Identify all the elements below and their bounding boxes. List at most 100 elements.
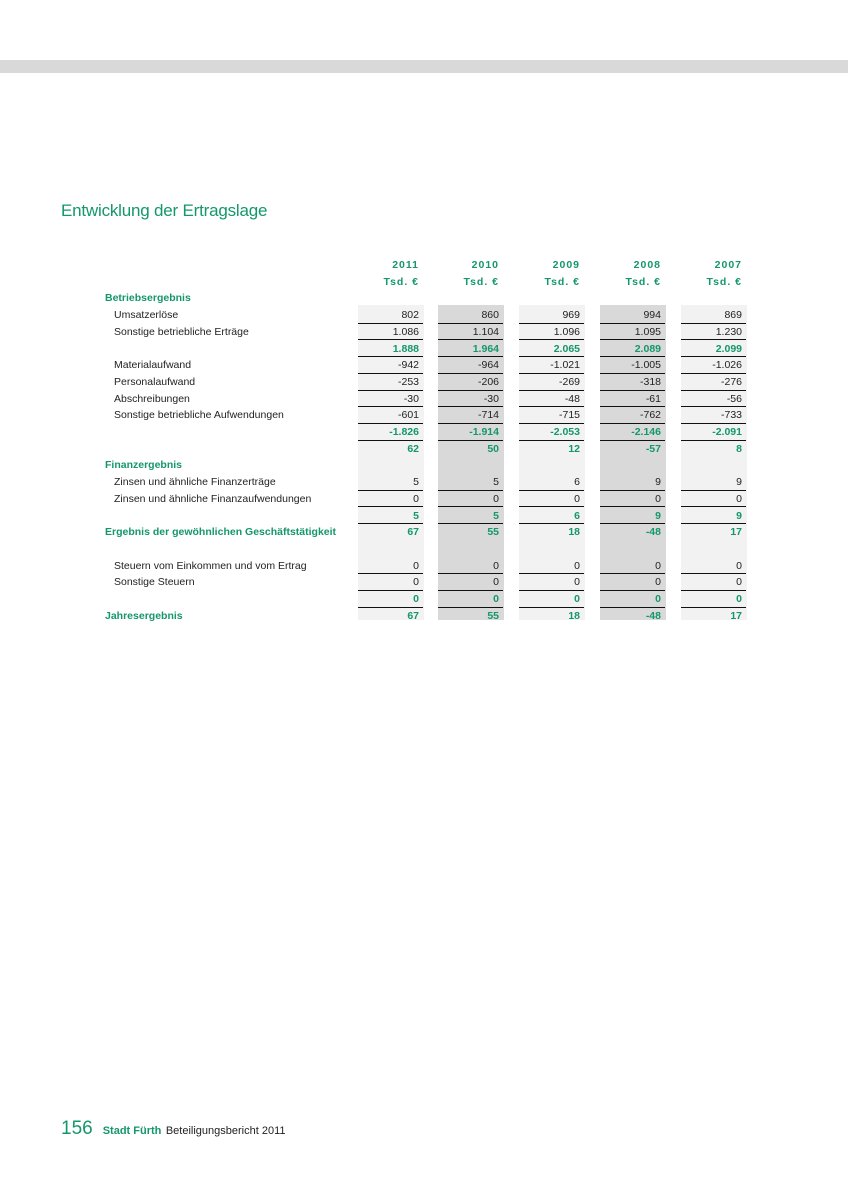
table-row: Finanzergebnis: [0, 457, 848, 474]
value-cell: 9: [600, 508, 665, 525]
value-cell: 1.230: [681, 324, 746, 341]
section-heading: Betriebsergebnis: [105, 292, 191, 305]
value-cell: 12: [568, 442, 580, 455]
value-cell: 0: [519, 491, 584, 508]
year-header: 2009: [552, 259, 580, 271]
value-cell: 0: [438, 574, 503, 591]
column-background: [438, 305, 504, 620]
value-cell: -2.091: [681, 424, 746, 441]
value-cell: -1.914: [438, 424, 503, 441]
value-cell: -2.146: [600, 424, 665, 441]
row-label: Ergebnis der gewöhnlichen Geschäftstätig…: [105, 526, 337, 539]
page-title: Entwicklung der Ertragslage: [61, 201, 268, 220]
value-cell: 869: [681, 307, 746, 324]
row-label: Sonstige betriebliche Aufwendungen: [114, 409, 284, 422]
value-cell: 860: [438, 307, 503, 324]
value-cell: -1.026: [681, 357, 746, 374]
row-label: Materialaufwand: [114, 359, 192, 372]
value-cell: 8: [736, 442, 742, 455]
footer-brand: Stadt Fürth: [102, 1125, 162, 1137]
value-cell: 5: [438, 508, 503, 525]
row-label: Abschreibungen: [114, 392, 190, 405]
unit-header: Tsd. €: [383, 275, 419, 288]
year-header: 2010: [471, 259, 499, 271]
value-cell: -715: [519, 407, 584, 424]
value-cell: 9: [681, 508, 746, 525]
value-cell: 0: [358, 558, 423, 575]
table-row: -1.826 -1.914 -2.053 -2.146 -2.091: [0, 424, 848, 441]
value-cell: 0: [519, 574, 584, 591]
table-row: 2011 2010 2009 2008 2007: [0, 257, 848, 274]
value-cell: -318: [600, 374, 665, 391]
unit-header: Tsd. €: [625, 275, 661, 288]
value-cell: 969: [519, 307, 584, 324]
value-cell: 2.099: [681, 341, 746, 358]
top-bar: [0, 60, 848, 73]
value-cell: 55: [487, 526, 499, 539]
table-row: Personalaufwand -253 -206 -269 -318 -276: [0, 374, 848, 391]
table-row: Ergebnis der gewöhnlichen Geschäftstätig…: [0, 524, 848, 541]
value-cell: 0: [438, 491, 503, 508]
unit-header: Tsd. €: [544, 275, 580, 288]
value-cell: 0: [519, 591, 584, 608]
row-label: Umsatzerlöse: [114, 309, 179, 322]
table-row: Abschreibungen -30 -30 -48 -61 -56: [0, 391, 848, 408]
value-cell: -56: [681, 391, 746, 408]
year-header: 2011: [392, 259, 419, 271]
row-label: Steuern vom Einkommen und vom Ertrag: [114, 559, 307, 572]
row-label: Zinsen und ähnliche Finanzaufwendungen: [114, 492, 312, 505]
value-cell: 0: [681, 558, 746, 575]
table-row: Zinsen und ähnliche Finanzaufwendungen 0 0…: [0, 491, 848, 508]
value-cell: -253: [358, 374, 423, 391]
table-row: Sonstige Steuern 0 0 0 0 0: [0, 574, 848, 591]
value-cell: -714: [438, 407, 503, 424]
value-cell: 18: [568, 609, 580, 622]
value-cell: 5: [358, 474, 423, 491]
table-row: Umsatzerlöse 802 860 969 994 869: [0, 307, 848, 324]
value-cell: 0: [600, 491, 665, 508]
page-number: 156: [61, 1118, 93, 1139]
value-cell: 0: [681, 574, 746, 591]
value-cell: -964: [438, 357, 503, 374]
row-label: Sonstige Steuern: [114, 576, 195, 589]
year-header: 2008: [633, 259, 661, 271]
value-cell: 5: [358, 508, 423, 525]
row-label: Zinsen und ähnliche Finanzerträge: [114, 476, 276, 489]
value-cell: 0: [600, 574, 665, 591]
row-label: Sonstige betriebliche Erträge: [114, 325, 249, 338]
column-background: [358, 305, 424, 620]
column-background: [519, 305, 585, 620]
value-cell: 0: [358, 491, 423, 508]
value-cell: 994: [600, 307, 665, 324]
value-cell: 0: [519, 558, 584, 575]
value-cell: -762: [600, 407, 665, 424]
value-cell: 1.888: [358, 341, 423, 358]
value-cell: 9: [681, 474, 746, 491]
value-cell: 9: [600, 474, 665, 491]
value-cell: -48: [519, 391, 584, 408]
table-row: [0, 541, 848, 558]
value-cell: 802: [358, 307, 423, 324]
row-label: Personalaufwand: [114, 375, 196, 388]
value-cell: 0: [358, 591, 423, 608]
value-cell: -61: [600, 391, 665, 408]
section-heading: Finanzergebnis: [105, 459, 183, 472]
footer-subtitle: Beteiligungsbericht 2011: [165, 1125, 286, 1137]
value-cell: -48: [645, 526, 661, 539]
column-background: [681, 305, 747, 620]
table-row: Sonstige betriebliche Erträge 1.086 1.104 1…: [0, 324, 848, 341]
unit-header: Tsd. €: [706, 275, 742, 288]
value-cell: -269: [519, 374, 584, 391]
value-cell: 1.964: [438, 341, 503, 358]
value-cell: 1.104: [438, 324, 503, 341]
value-cell: 0: [438, 591, 503, 608]
value-cell: 2.065: [519, 341, 584, 358]
value-cell: 0: [600, 558, 665, 575]
page-footer: 156 Stadt Fürth Beteiligungsbericht 2011: [61, 1118, 286, 1140]
table-row: Jahresergebnis 67 55 18 -48 17: [0, 608, 848, 625]
value-cell: -733: [681, 407, 746, 424]
unit-header: Tsd. €: [463, 275, 499, 288]
table-row: Zinsen und ähnliche Finanzerträge 5 5 6 9 9: [0, 474, 848, 491]
